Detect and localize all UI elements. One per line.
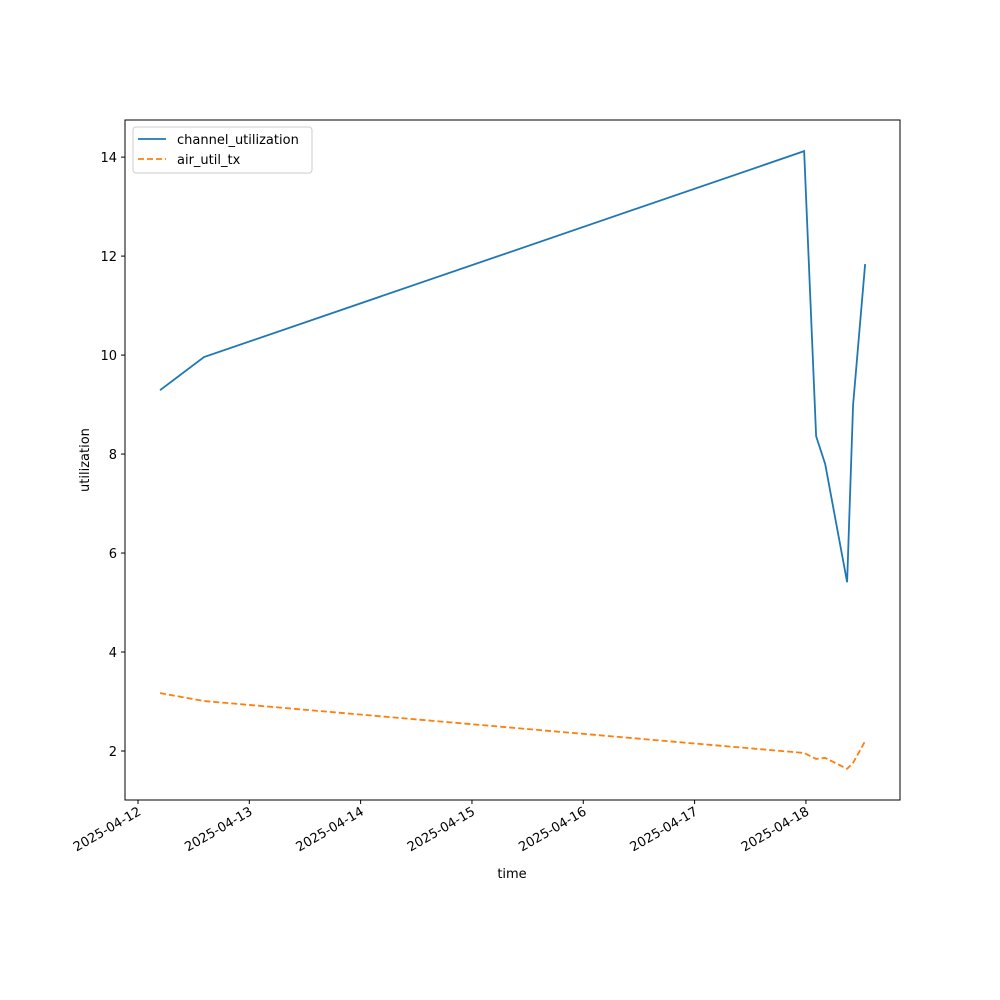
legend-label: channel_utilization [177, 133, 299, 148]
y-tick-label: 14 [100, 151, 117, 166]
x-tick-label: 2025-04-12 [71, 804, 144, 855]
y-tick-label: 8 [109, 448, 117, 463]
x-tick-label: 2025-04-17 [628, 804, 701, 855]
x-axis-label: time [497, 867, 526, 882]
series-line [159, 149, 867, 583]
x-tick-label: 2025-04-13 [182, 804, 255, 855]
y-tick-label: 12 [100, 250, 117, 265]
plot-frame [124, 119, 901, 801]
y-axis-label: utilization [78, 428, 93, 492]
y-tick-label: 6 [109, 547, 117, 562]
y-tick-label: 10 [100, 349, 117, 364]
x-tick-label: 2025-04-16 [516, 804, 589, 855]
x-tick-label: 2025-04-18 [739, 804, 812, 855]
y-tick-label: 4 [109, 646, 117, 661]
series-line [159, 692, 866, 770]
x-tick-label: 2025-04-14 [294, 804, 367, 855]
y-tick-label: 2 [109, 745, 117, 760]
x-tick-label: 2025-04-15 [405, 804, 478, 855]
legend-label: air_util_tx [177, 153, 241, 168]
legend-box [132, 126, 313, 174]
